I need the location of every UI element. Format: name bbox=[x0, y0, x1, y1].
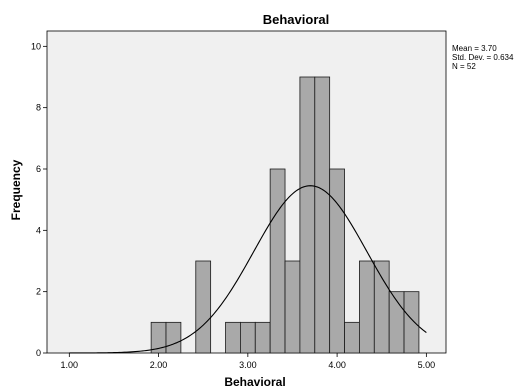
x-axis: 1.00 2.00 3.00 4.00 5.00 bbox=[61, 353, 436, 370]
y-tick-label: 2 bbox=[36, 287, 41, 297]
histogram-bar bbox=[240, 321, 256, 354]
histogram-bar bbox=[299, 76, 316, 354]
y-tick-label: 4 bbox=[36, 225, 41, 235]
chart-title: Behavioral bbox=[263, 12, 329, 27]
y-tick-label: 8 bbox=[36, 103, 41, 113]
histogram-bar bbox=[269, 168, 286, 354]
histogram-bar bbox=[314, 76, 331, 354]
stats-n: N = 52 bbox=[452, 62, 476, 71]
histogram-bar bbox=[254, 321, 271, 354]
y-tick-label: 10 bbox=[31, 41, 41, 51]
histogram-bar bbox=[359, 260, 375, 354]
normal-curve bbox=[69, 185, 427, 354]
histogram-bar bbox=[195, 260, 212, 354]
histogram-bar bbox=[403, 291, 420, 354]
x-tick-label: 3.00 bbox=[239, 360, 257, 370]
x-tick-label: 2.00 bbox=[150, 360, 168, 370]
y-axis-title: Frequency bbox=[9, 159, 23, 220]
bars-group bbox=[150, 76, 420, 354]
x-axis-title: Behavioral bbox=[224, 375, 285, 389]
histogram-bar bbox=[344, 321, 360, 354]
histogram-bar bbox=[329, 168, 345, 354]
y-axis: 0 2 4 6 8 10 bbox=[31, 41, 47, 358]
histogram-bar bbox=[373, 260, 390, 354]
y-tick-label: 0 bbox=[36, 348, 41, 358]
stats-mean: Mean = 3.70 bbox=[452, 44, 497, 53]
x-tick-label: 5.00 bbox=[418, 360, 436, 370]
histogram-bar bbox=[165, 321, 182, 354]
x-tick-label: 4.00 bbox=[328, 360, 346, 370]
y-tick-label: 6 bbox=[36, 164, 41, 174]
stats-std-dev: Std. Dev. = 0.634 bbox=[452, 53, 514, 62]
stats-box: Mean = 3.70 Std. Dev. = 0.634 N = 52 bbox=[452, 44, 514, 71]
x-tick-label: 1.00 bbox=[61, 360, 79, 370]
histogram-bar bbox=[284, 260, 301, 354]
histogram-bar bbox=[225, 321, 241, 354]
